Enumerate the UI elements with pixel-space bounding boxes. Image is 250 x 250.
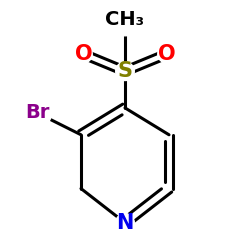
- Circle shape: [22, 98, 52, 128]
- Text: Br: Br: [25, 103, 49, 122]
- Circle shape: [116, 62, 134, 80]
- Text: O: O: [75, 44, 92, 64]
- Circle shape: [109, 4, 141, 36]
- Text: CH₃: CH₃: [106, 10, 144, 29]
- Circle shape: [158, 45, 175, 63]
- Circle shape: [75, 45, 92, 63]
- Text: S: S: [118, 61, 132, 81]
- Text: N: N: [116, 213, 134, 233]
- Circle shape: [116, 214, 134, 232]
- Text: O: O: [158, 44, 175, 64]
